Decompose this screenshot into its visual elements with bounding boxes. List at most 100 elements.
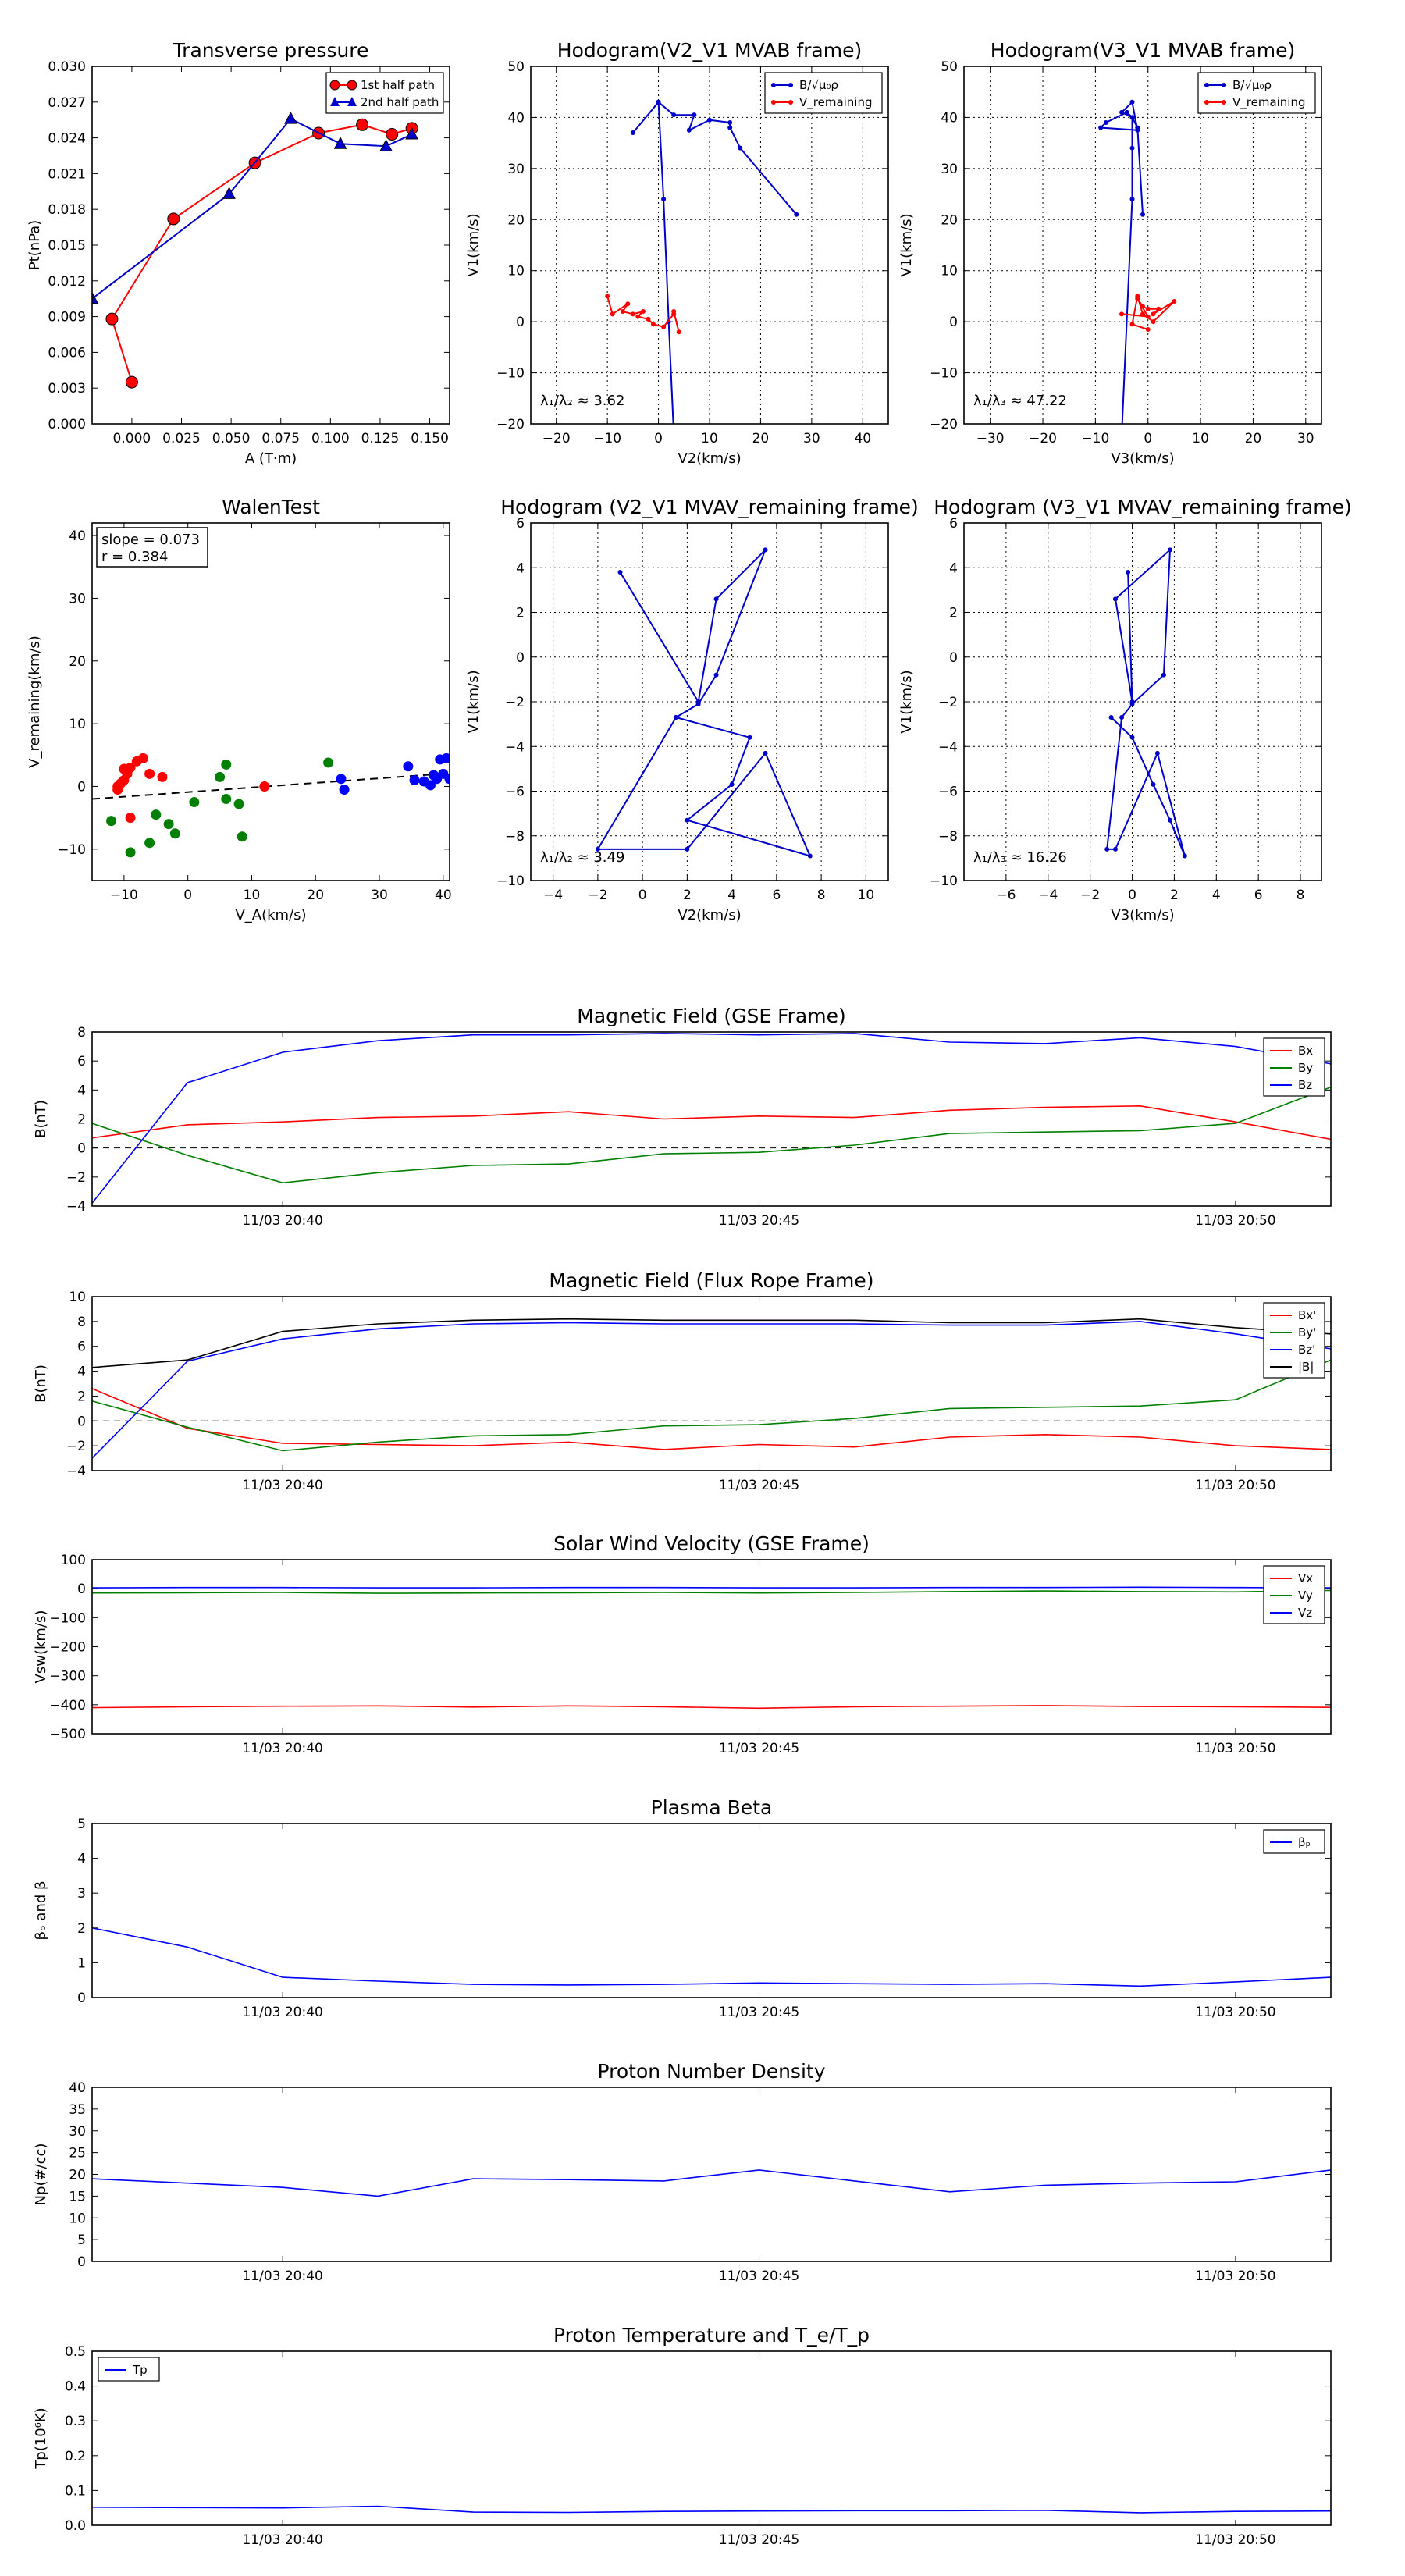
y-axis-label: Tp(10⁶K) [33, 2407, 49, 2469]
legend-label: B/√μ₀ρ [1232, 78, 1272, 92]
chart-title: Magnetic Field (Flux Rope Frame) [549, 1269, 873, 1292]
stats-text: r = 0.384 [101, 549, 168, 565]
y-tick-label: 0 [949, 315, 958, 330]
x-tick-label: 0.000 [113, 431, 151, 447]
y-tick-label: 3 [77, 1886, 86, 1902]
y-tick-label: 30 [507, 162, 525, 177]
chart-title: WalenTest [222, 496, 320, 518]
x-tick-label: 11/03 20:50 [1195, 1213, 1275, 1229]
data-point [1145, 314, 1151, 319]
series-group-h1 [605, 99, 799, 436]
y-tick-label: −300 [49, 1669, 86, 1685]
series-line-tp [92, 2505, 1331, 2514]
data-point [144, 768, 155, 779]
y-tick-label: 0 [77, 1991, 86, 2006]
x-tick-label: 30 [371, 888, 388, 903]
plot-area-np [92, 2087, 1331, 2261]
data-point [1135, 125, 1140, 130]
x-tick-label: 0 [1128, 888, 1136, 903]
plot-area-h2 [964, 66, 1321, 424]
y-tick-label: 20 [507, 212, 525, 228]
legend-label: Tp [132, 2363, 148, 2377]
y-tick-label: 0.5 [65, 2344, 86, 2360]
data-point [671, 309, 677, 315]
stats-text: slope = 0.073 [101, 532, 200, 548]
x-tick-label: 11/03 20:45 [719, 1478, 799, 1493]
y-tick-label: 0.030 [48, 59, 86, 75]
y-tick-label: 10 [69, 1290, 86, 1305]
data-point [685, 846, 690, 852]
series-line-bz [92, 1033, 1331, 1204]
x-axis-label: V3(km/s) [1111, 450, 1174, 467]
data-point [1154, 750, 1160, 756]
data-point [1140, 212, 1145, 217]
y-tick-label: 6 [949, 516, 958, 532]
x-tick-label: 2 [1170, 888, 1179, 903]
y-tick-label: 0 [516, 650, 525, 666]
x-tick-label: 40 [854, 431, 871, 447]
data-point [221, 794, 232, 805]
x-tick-label: 0.050 [212, 431, 251, 447]
data-point [763, 547, 768, 553]
y-axis-label: V1(km/s) [898, 213, 915, 276]
legend-marker [771, 83, 776, 87]
y-tick-label: 0 [77, 1414, 86, 1429]
data-point [671, 432, 676, 436]
legend-marker [347, 80, 357, 91]
y-tick-label: 0 [77, 2254, 86, 2270]
data-point [674, 715, 679, 720]
y-tick-label: 10 [69, 2211, 86, 2226]
ratio-annotation: λ₁/λ₃ ≈ 47.22 [973, 393, 1067, 409]
data-point [1098, 125, 1104, 130]
data-point [163, 819, 174, 830]
data-point [713, 596, 719, 602]
data-point [167, 212, 180, 226]
data-point [729, 781, 735, 787]
legend-label: V_remaining [799, 95, 873, 110]
y-tick-label: 4 [77, 1852, 86, 1867]
data-point [1156, 306, 1161, 311]
data-point [1151, 781, 1156, 787]
axes-frame [91, 522, 450, 881]
y-tick-label: 0.027 [48, 95, 86, 111]
y-tick-label: 0.006 [48, 345, 86, 361]
y-tick-label: −10 [496, 366, 525, 382]
y-axis-label: B(nT) [33, 1364, 49, 1403]
data-point [222, 187, 236, 199]
data-point [125, 762, 136, 773]
data-point [1168, 817, 1173, 823]
x-tick-label: 11/03 20:40 [242, 1478, 322, 1493]
x-tick-label: −4 [1038, 888, 1058, 903]
x-tick-label: 4 [1212, 888, 1221, 903]
plot-area-walen [92, 523, 450, 881]
data-point [807, 853, 813, 859]
legend-marker [1222, 83, 1226, 87]
chart-title: Hodogram (V3_V1 MVAV_remaining frame) [934, 496, 1352, 518]
legend-label: Bx' [1298, 1308, 1316, 1322]
x-tick-label: 11/03 20:40 [242, 2005, 322, 2020]
y-tick-label: 2 [77, 1389, 86, 1404]
legend-label: Bz [1298, 1078, 1312, 1092]
data-point [157, 771, 168, 782]
data-point [1129, 145, 1135, 151]
x-tick-label: 8 [1297, 888, 1305, 903]
series-line-by- [92, 1359, 1331, 1452]
data-point [105, 312, 119, 326]
data-point [112, 781, 123, 792]
plot-area-tp_temp [92, 2351, 1331, 2525]
data-point [1112, 846, 1118, 852]
series-line-vy [92, 1589, 1331, 1594]
x-tick-label: 8 [817, 888, 826, 903]
y-tick-label: 25 [69, 2146, 86, 2161]
legend-marker [788, 100, 793, 105]
data-point [339, 784, 350, 795]
series-line-- [92, 1927, 1331, 1987]
series-line--b- [92, 1318, 1331, 1368]
series-group-tp [92, 112, 418, 389]
y-tick-label: −4 [938, 739, 958, 755]
y-tick-label: 0.3 [65, 2414, 86, 2429]
legend-label: Bz' [1298, 1343, 1315, 1357]
y-axis-label: V_remaining(km/s) [27, 635, 43, 768]
data-point [1135, 294, 1140, 299]
data-point [215, 771, 226, 782]
